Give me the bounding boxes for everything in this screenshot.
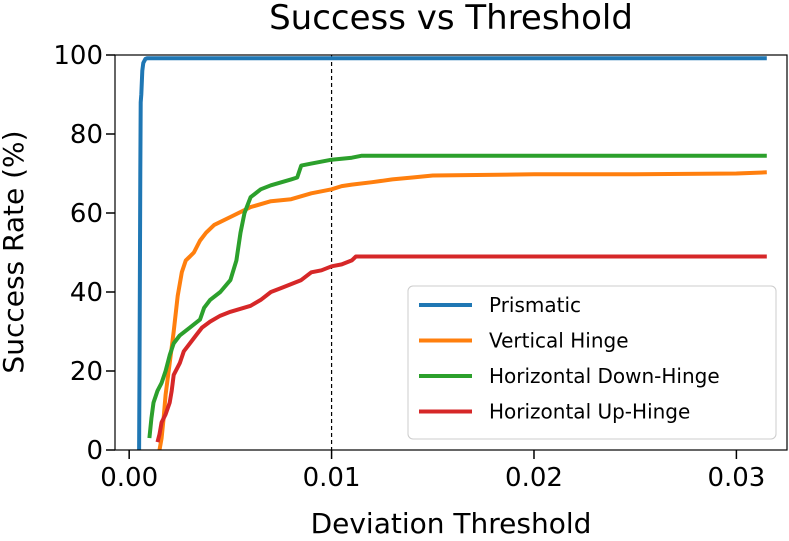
x-tick-label: 0.00 <box>100 463 158 493</box>
x-tick-label: 0.02 <box>505 463 563 493</box>
series-line-vertical-hinge <box>157 170 767 451</box>
y-tick-label: 0 <box>86 436 103 466</box>
series-line-prismatic <box>137 56 767 451</box>
legend-label: Horizontal Up-Hinge <box>489 400 690 424</box>
legend-label: Vertical Hinge <box>489 329 629 353</box>
x-tick-label: 0.03 <box>707 463 765 493</box>
x-axis-label: Deviation Threshold <box>311 507 592 540</box>
legend-box <box>407 285 777 440</box>
x-tick-label: 0.01 <box>303 463 361 493</box>
y-tick-label: 100 <box>53 41 103 71</box>
ticks-layer: 0.00 0.01 0.02 0.03 0 20 40 60 80 100 <box>53 41 765 493</box>
legend: Prismatic Vertical Hinge Horizontal Down-H… <box>407 285 777 440</box>
y-tick-label: 40 <box>70 278 103 308</box>
y-tick-label: 80 <box>70 120 103 150</box>
chart-title: Success vs Threshold <box>269 0 633 38</box>
y-tick-label: 60 <box>70 199 103 229</box>
series-layer <box>137 56 767 451</box>
series-line-horizontal-down-hinge <box>147 153 767 439</box>
series-line-horizontal-up-hinge <box>155 254 767 443</box>
y-tick-label: 20 <box>70 357 103 387</box>
y-axis-label: Success Rate (%) <box>0 130 30 373</box>
legend-label: Prismatic <box>489 293 581 317</box>
legend-label: Horizontal Down-Hinge <box>489 364 720 388</box>
plot-frame <box>114 54 788 451</box>
